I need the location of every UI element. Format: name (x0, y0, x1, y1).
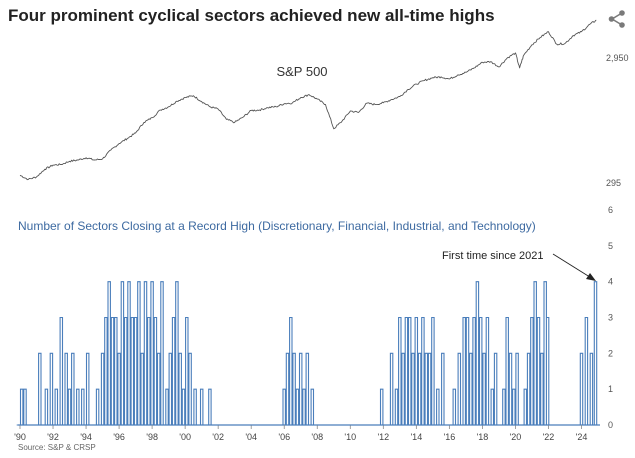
x-axis-tick-label: '16 (444, 432, 456, 442)
x-axis-tick-label: '00 (179, 432, 191, 442)
x-axis-tick-label: '06 (278, 432, 290, 442)
x-axis-tick-label: '12 (377, 432, 389, 442)
x-axis-tick-label: '04 (245, 432, 257, 442)
sp500-y-tick-label: 295 (606, 178, 621, 188)
x-axis-ticks: '90 '92 '94 '96 '98 '00 '02 '04 '06 '08 '10 '12 '14 '… (14, 425, 587, 442)
sp500-label: S&P 500 (276, 64, 327, 79)
x-axis-tick-label: '92 (47, 432, 59, 442)
x-axis-tick-label: '18 (477, 432, 489, 442)
x-axis-tick-label: '10 (344, 432, 356, 442)
x-axis-tick-label: '96 (113, 432, 125, 442)
x-axis-tick-label: '94 (80, 432, 92, 442)
chart-title: Four prominent cyclical sectors achieved… (8, 6, 495, 25)
sectors-chart-title: Number of Sectors Closing at a Record Hi… (18, 219, 536, 233)
x-axis-tick-label: '14 (410, 432, 422, 442)
sectors-y-ticks: 6 5 4 3 2 1 0 (608, 205, 613, 430)
sectors-y-tick-label: 1 (608, 384, 613, 394)
sectors-y-tick-label: 3 (608, 313, 613, 323)
sectors-y-tick-label: 0 (608, 420, 613, 430)
annotation-arrow-shaft (552, 253, 594, 280)
share-icon[interactable] (606, 8, 628, 30)
sectors-y-tick-label: 6 (608, 205, 613, 215)
source-note: Source: S&P & CRSP (18, 443, 96, 452)
sectors-panel: Number of Sectors Closing at a Record Hi… (14, 205, 613, 442)
x-axis-tick-label: '08 (311, 432, 323, 442)
annotation-arrow-head (586, 273, 596, 281)
annotation-text: First time since 2021 (442, 250, 543, 262)
x-axis-tick-label: '02 (212, 432, 224, 442)
x-axis-tick-label: '24 (576, 432, 588, 442)
sp500-series-line (19, 19, 597, 181)
x-axis-tick-label: '98 (146, 432, 158, 442)
x-axis-tick-label: '20 (510, 432, 522, 442)
share-link-upper (611, 12, 623, 20)
x-axis-tick-label: '90 (14, 432, 26, 442)
sp500-y-ticks: 2,950 295 (606, 53, 629, 188)
x-axis-tick-label: '22 (543, 432, 555, 442)
sp500-y-tick-label: 2,950 (606, 53, 629, 63)
sectors-y-tick-label: 5 (608, 241, 613, 251)
sectors-y-tick-label: 2 (608, 348, 613, 358)
sectors-series-line (16, 281, 598, 426)
sp500-panel: S&P 500 2,950 295 (19, 19, 629, 188)
sectors-y-tick-label: 4 (608, 277, 613, 287)
share-link-lower (611, 18, 623, 26)
